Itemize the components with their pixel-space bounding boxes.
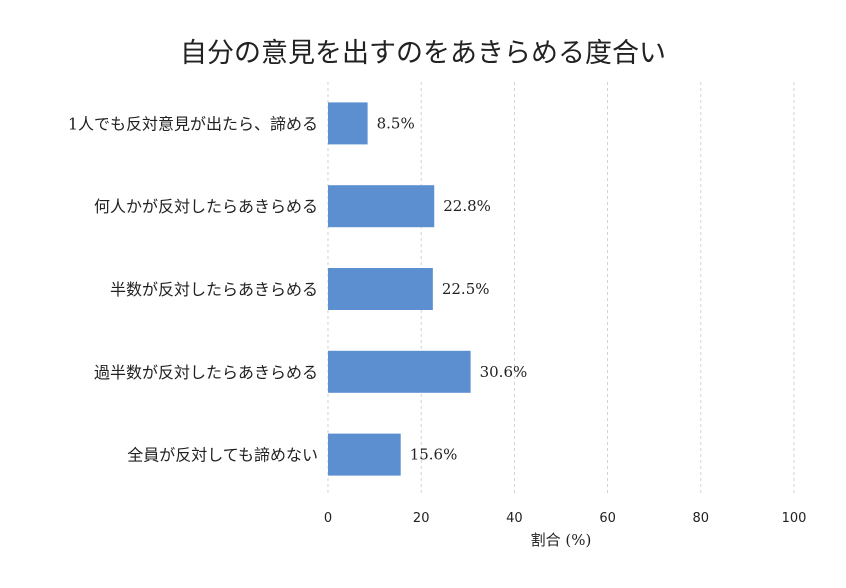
x-tick-label-80: 80 [693, 511, 710, 526]
value-label-3: 30.6% [480, 363, 528, 381]
category-label-2: 半数が反対したらあきらめる [110, 280, 318, 299]
category-label-3: 過半数が反対したらあきらめる [94, 363, 318, 382]
bar-0 [328, 102, 368, 145]
bar-2 [328, 268, 433, 310]
bar-3 [328, 350, 471, 393]
value-label-0: 8.5% [377, 114, 415, 132]
x-tick-label-60: 60 [599, 511, 616, 526]
bar-1 [328, 185, 435, 228]
grid-lines [327, 82, 795, 496]
x-tick-label-20: 20 [413, 511, 430, 526]
x-tick-label-0: 0 [324, 511, 332, 526]
value-label-2: 22.5% [442, 280, 490, 298]
value-label-4: 15.6% [410, 446, 458, 464]
value-labels: 8.5% 22.8% 22.5% 30.6% 15.6% [377, 114, 528, 463]
value-label-1: 22.8% [443, 197, 491, 215]
chart-title: 自分の意見を出すのをあきらめる度合い [180, 38, 666, 69]
category-label-0: 1人でも反対意見が出たら、諦める [68, 114, 318, 133]
x-tick-label-100: 100 [782, 511, 807, 526]
category-label-1: 何人かが反対したらあきらめる [94, 197, 318, 216]
bars [328, 102, 471, 476]
category-label-4: 全員が反対しても諦めない [127, 446, 318, 465]
x-tick-label-40: 40 [506, 511, 523, 526]
x-axis-label: 割合 (%) [531, 531, 592, 549]
x-axis-ticks: 0 20 40 60 80 100 [324, 511, 807, 526]
category-labels: 1人でも反対意見が出たら、諦める何人かが反対したらあきらめる半数が反対したらあき… [68, 114, 318, 464]
bar-4 [328, 433, 401, 476]
